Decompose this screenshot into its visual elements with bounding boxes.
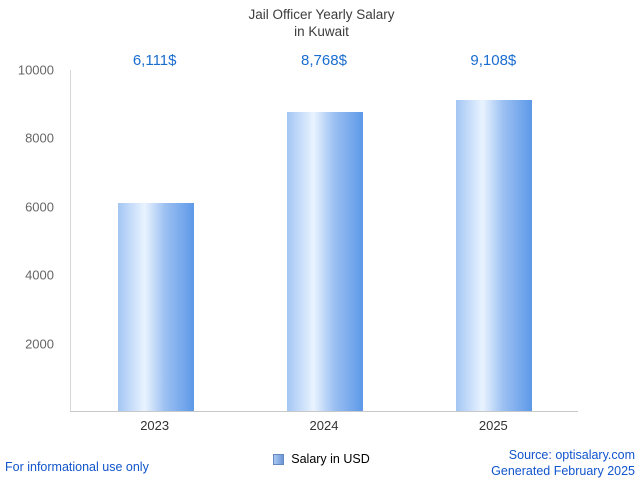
x-axis-label-2023: 2023: [140, 418, 170, 433]
footer-source-block: Source: optisalary.com Generated Februar…: [491, 447, 635, 479]
x-axis-label-2024: 2024: [309, 418, 339, 433]
y-axis-labels: 2000 4000 6000 8000 10000: [0, 63, 62, 412]
source-link[interactable]: Source: optisalary.com: [508, 448, 635, 462]
bar-value-label-2023: 6,111$: [132, 52, 177, 69]
legend-label: Salary in USD: [291, 452, 370, 466]
y-tick-label: 10000: [17, 62, 54, 78]
y-tick-label: 8000: [25, 130, 54, 146]
x-axis-labels: 2023 2024 2025: [70, 418, 578, 433]
y-tick-label: 6000: [25, 199, 54, 215]
y-tick-label: 4000: [25, 267, 54, 283]
bar-value-label-2024: 8,768$: [301, 52, 347, 69]
value-labels-row: 6,111$ 8,768$ 9,108$: [70, 52, 578, 72]
y-tick-label: 2000: [25, 336, 54, 352]
bar-2024[interactable]: [286, 112, 363, 411]
bar-2023[interactable]: [117, 202, 194, 411]
chart-title-line2: in Kuwait: [294, 24, 349, 39]
chart-title: Jail Officer Yearly Salary in Kuwait: [0, 6, 643, 40]
informational-note: For informational use only: [5, 460, 149, 474]
generated-date: Generated February 2025: [491, 464, 635, 478]
chart-title-line1: Jail Officer Yearly Salary: [248, 7, 395, 22]
legend-swatch-icon: [273, 453, 285, 465]
plot-area: [70, 70, 578, 412]
legend: Salary in USD: [0, 452, 643, 466]
bar-slot: [240, 70, 409, 411]
bar-slot: [409, 70, 578, 411]
x-axis-label-2025: 2025: [478, 418, 508, 433]
bar-value-label-2025: 9,108$: [470, 52, 517, 69]
bar-slot: [71, 70, 240, 411]
bar-2025[interactable]: [455, 100, 532, 411]
